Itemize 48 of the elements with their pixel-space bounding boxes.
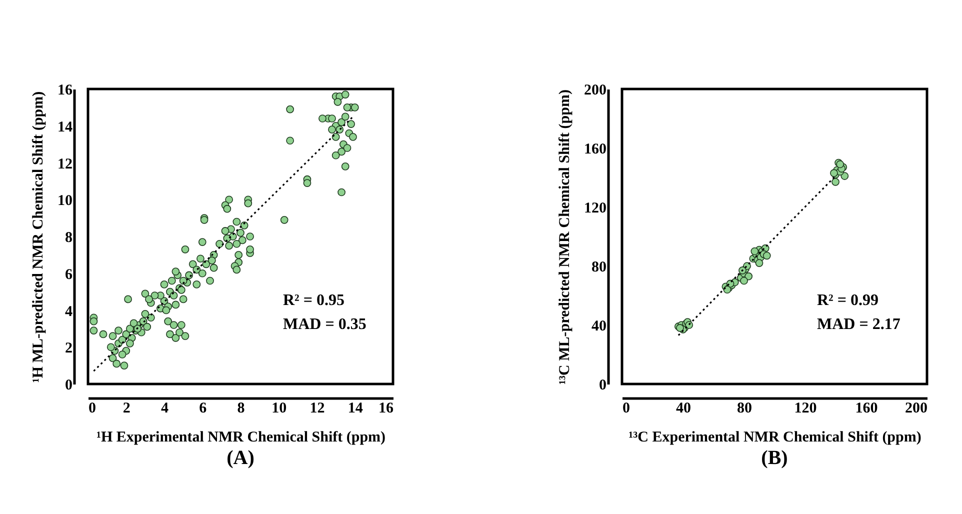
- y-tick-label: 160: [584, 142, 606, 158]
- x-tick-label: 200: [905, 400, 928, 416]
- y-tick-label: 0: [599, 378, 606, 394]
- annotation: R² = 0.95: [283, 292, 344, 309]
- x-tick-label: 10: [272, 400, 287, 416]
- x-axis-title: ¹H Experimental NMR Chemical Shift (ppm): [96, 430, 386, 446]
- x-tick-label: 0: [88, 400, 96, 416]
- y-axis-title: ¹³C ML-predicted NMR Chemical Shift (ppm): [557, 90, 573, 384]
- point: [744, 272, 753, 280]
- y-tick-label: 0: [65, 378, 72, 394]
- point: [750, 247, 759, 256]
- x-tick-label: 8: [237, 400, 245, 416]
- x-tick-label: 80: [737, 400, 752, 416]
- point: [740, 276, 748, 285]
- y-tick-label: 12: [58, 156, 72, 172]
- y-tick-label: 6: [65, 266, 73, 283]
- x-tick-label: 16: [378, 400, 394, 416]
- point: [840, 172, 849, 180]
- y-tick-label: 16: [58, 82, 73, 98]
- x-tick-label: 40: [676, 400, 691, 416]
- text: (A): [226, 447, 254, 469]
- y-tick-label: 200: [584, 82, 606, 98]
- y-axis-title: ¹H ML-predicted NMR Chemical Shift (ppm): [30, 91, 46, 383]
- y-tick-label: 4: [65, 304, 73, 320]
- text: (B): [761, 447, 788, 469]
- x-tick-label: 2: [122, 400, 130, 416]
- point: [832, 178, 840, 186]
- annotation: MAD = 2.17: [817, 316, 900, 333]
- x-tick-label: 0: [622, 400, 630, 416]
- point: [755, 259, 764, 267]
- y-tick-label: 80: [592, 260, 606, 276]
- y-tick-label: 40: [592, 318, 606, 334]
- y-tick-label: 14: [58, 119, 73, 136]
- y-tick-label: 8: [65, 230, 72, 246]
- annotation: R² = 0.99: [817, 292, 878, 309]
- x-tick-label: 160: [855, 400, 878, 416]
- annotation: MAD = 0.35: [283, 316, 366, 333]
- x-tick-label: 6: [199, 400, 208, 416]
- x-tick-label: 120: [794, 400, 817, 416]
- point: [738, 266, 746, 274]
- x-tick-label: 14: [348, 400, 364, 416]
- x-tick-label: 12: [310, 400, 325, 416]
- point: [762, 252, 771, 260]
- x-tick-label: 4: [161, 400, 169, 416]
- y-tick-label: 120: [584, 200, 606, 216]
- y-tick-label: 10: [58, 193, 72, 210]
- y-tick-label: 2: [65, 340, 72, 357]
- x-axis-title: ¹³C Experimental NMR Chemical Shift (ppm): [628, 430, 922, 446]
